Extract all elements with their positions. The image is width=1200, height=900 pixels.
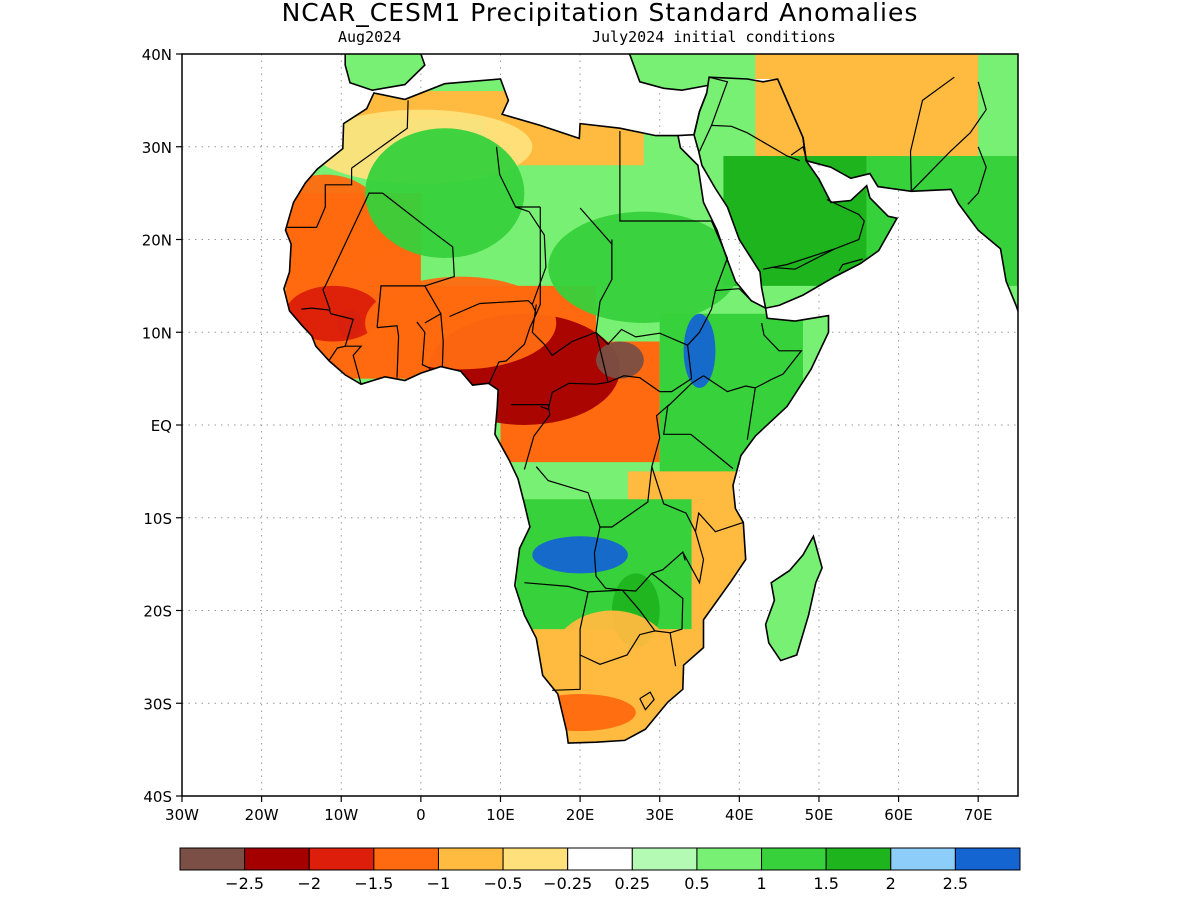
lat-tick-label: 40N (142, 46, 172, 64)
anomaly-field (283, 54, 1018, 744)
legend-label: −2 (297, 874, 321, 893)
legend-swatch (631, 847, 698, 871)
lon-tick-label: 50E (805, 806, 834, 824)
legend-label: 0.25 (614, 874, 650, 893)
chart-title: NCAR_CESM1 Precipitation Standard Anomal… (281, 0, 919, 27)
legend-swatch (567, 847, 633, 871)
lat-tick-label: 30N (142, 139, 172, 157)
initial-conditions-label: July2024 initial conditions (592, 28, 836, 46)
legend-label: 0.5 (684, 874, 709, 893)
legend-swatch (696, 847, 763, 871)
color-legend: −2.5 −2 −1.5 −1 −0.5 −0.25 0.25 0.5 1 1.5 2 2.5 (179, 847, 1021, 893)
lon-tick-label: 20E (566, 806, 595, 824)
legend-swatch (890, 847, 956, 871)
legend-swatch (502, 847, 569, 871)
lon-tick-label: 30E (645, 806, 674, 824)
lat-tick-label: 20N (142, 232, 172, 250)
legend-label: 1.5 (813, 874, 838, 893)
legend-label: −0.5 (484, 874, 523, 893)
coastlines (283, 54, 1018, 744)
lon-tick-label: 40E (725, 806, 754, 824)
legend-swatch (179, 847, 246, 871)
legend-label: −1 (427, 874, 451, 893)
lon-tick-label: 10E (486, 806, 515, 824)
legend-swatch (437, 847, 504, 871)
legend-label: 2.5 (943, 874, 968, 893)
legend-swatch (308, 847, 375, 871)
lon-tick-label: 10W (324, 806, 358, 824)
lon-tick-label: 60E (884, 806, 913, 824)
lat-tick-label: EQ (151, 417, 172, 435)
legend-label: 2 (886, 874, 896, 893)
legend-label: −0.25 (543, 874, 592, 893)
lat-tick-label: 20S (143, 603, 172, 621)
legend-swatch (761, 847, 827, 871)
lat-tick-label: 10S (143, 510, 172, 528)
legend-label: −1.5 (354, 874, 393, 893)
lon-tick-label: 30W (165, 806, 199, 824)
lat-tick-label: 10N (142, 324, 172, 342)
legend-swatch (373, 847, 439, 871)
country-borders (285, 76, 987, 711)
legend-swatch (825, 847, 892, 871)
lon-tick-label: 20W (245, 806, 279, 824)
lon-tick-label: 0 (416, 806, 426, 824)
lat-tick-label: 40S (143, 788, 172, 806)
legend-label: −2.5 (225, 874, 264, 893)
legend-swatch (244, 847, 310, 871)
legend-label: 1 (756, 874, 766, 893)
lat-tick-label: 30S (143, 695, 172, 713)
lon-tick-label: 70E (964, 806, 993, 824)
legend-swatch (954, 847, 1021, 871)
valid-month-label: Aug2024 (338, 28, 402, 46)
